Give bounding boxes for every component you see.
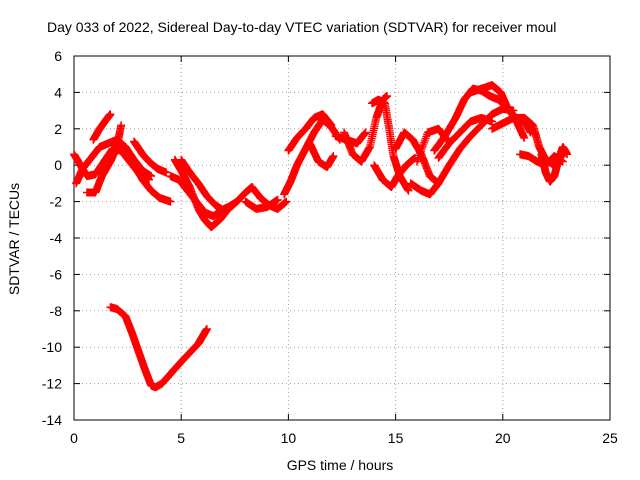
x-tick-label: 0 — [70, 430, 78, 446]
series-arc-5 — [121, 143, 175, 206]
series-markers — [82, 121, 126, 197]
series-markers — [406, 104, 518, 199]
axis-ticks — [73, 55, 611, 421]
x-tick-label: 10 — [281, 430, 297, 446]
series-arc-27 — [537, 143, 572, 186]
tick-labels: 0 5 10 15 20 25 -14 -12 -10 -8 -6 -4 -2 0 2 4 6 — [42, 48, 618, 446]
y-tick-label: -2 — [50, 194, 63, 210]
x-tick-label: 5 — [177, 430, 185, 446]
series-markers — [121, 143, 175, 206]
series-arc-3 — [82, 121, 126, 197]
y-tick-label: -14 — [42, 412, 62, 428]
y-axis-label: SDTVAR / TECUs — [6, 183, 22, 295]
series-markers — [434, 113, 497, 162]
series-arc-11 — [241, 195, 282, 213]
series-arc-28 — [106, 303, 211, 392]
series-arc-16 — [331, 128, 370, 148]
series-arc-21 — [406, 104, 518, 199]
y-tick-label: 6 — [54, 48, 62, 64]
series-arc-6 — [130, 137, 171, 177]
series-markers — [241, 195, 282, 213]
series-markers — [177, 155, 229, 215]
y-tick-label: 4 — [54, 84, 62, 100]
series-arc-9 — [177, 155, 229, 215]
series-markers — [537, 143, 572, 186]
series-arc-4 — [89, 110, 115, 144]
series-markers — [89, 110, 115, 144]
y-tick-label: -12 — [42, 376, 62, 392]
series-markers — [331, 128, 370, 148]
series-markers — [368, 95, 413, 195]
series-arc-13 — [284, 110, 336, 155]
data-series — [70, 81, 572, 392]
series-arc-17 — [368, 95, 413, 195]
grid — [74, 56, 610, 420]
x-axis-label: GPS time / hours — [287, 457, 394, 473]
y-tick-label: -8 — [50, 303, 63, 319]
y-tick-label: 0 — [54, 157, 62, 173]
series-markers — [284, 110, 336, 155]
chart-title: Day 033 of 2022, Sidereal Day-to-day VTE… — [47, 19, 556, 35]
y-tick-label: -6 — [50, 266, 63, 282]
x-tick-label: 20 — [495, 430, 511, 446]
series-arc-23 — [434, 113, 497, 162]
y-tick-label: -10 — [42, 339, 62, 355]
x-tick-label: 25 — [602, 430, 618, 446]
series-arc-14 — [305, 139, 338, 171]
series-arc-18 — [370, 153, 419, 191]
y-tick-label: -4 — [50, 230, 63, 246]
series-markers — [370, 153, 419, 191]
x-tick-label: 15 — [388, 430, 404, 446]
series-markers — [130, 137, 171, 177]
series-markers — [106, 303, 211, 392]
series-markers — [305, 139, 338, 171]
y-tick-label: 2 — [54, 121, 62, 137]
